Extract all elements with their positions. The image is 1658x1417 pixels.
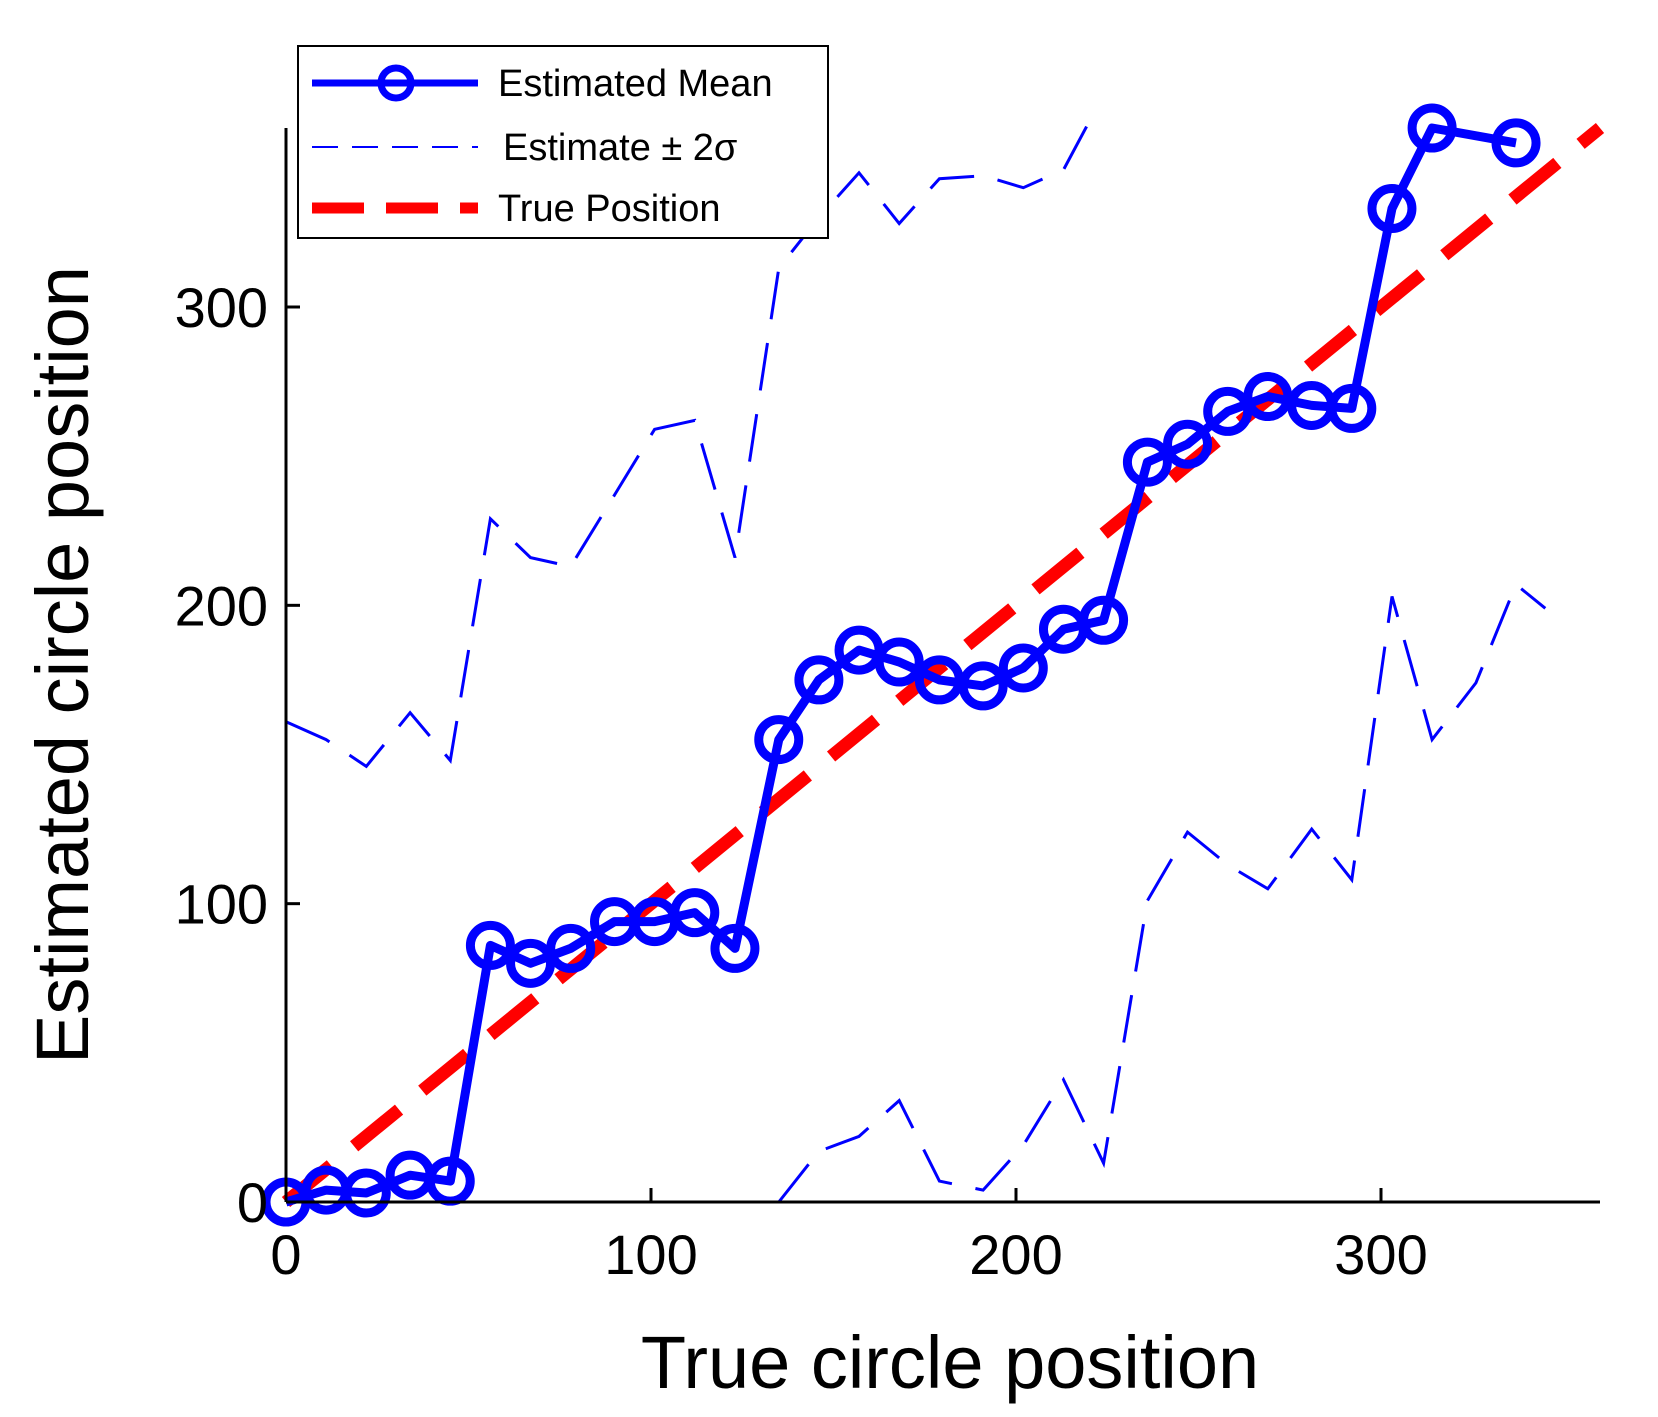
estimated-mean-point bbox=[914, 655, 964, 705]
x-tick-label: 200 bbox=[969, 1223, 1062, 1286]
estimated-mean-point bbox=[341, 1168, 391, 1218]
estimated-mean-point bbox=[874, 637, 924, 687]
true-position-line bbox=[281, 122, 1605, 1208]
y-tick-label: 0 bbox=[237, 1171, 268, 1234]
estimated-mean-point bbox=[958, 661, 1008, 711]
y-axis-title: Estimated circle position bbox=[21, 266, 104, 1064]
estimated-mean-point bbox=[670, 888, 720, 938]
estimated-mean-point bbox=[1367, 184, 1417, 234]
y-tick-label: 300 bbox=[175, 276, 268, 339]
estimated-mean-point bbox=[1079, 595, 1129, 645]
x-tick-label: 300 bbox=[1334, 1223, 1427, 1286]
legend-label-true-position: True Position bbox=[498, 188, 720, 230]
legend: Estimated Mean Estimate ± 2σ True Positi… bbox=[297, 45, 829, 239]
ticks-layer: 0 100 200 300 0 100 200 300 bbox=[175, 276, 1428, 1286]
estimated-mean-point bbox=[794, 655, 844, 705]
estimated-mean-point bbox=[546, 923, 596, 973]
legend-label-estimate-band: Estimate ± 2σ bbox=[503, 127, 737, 169]
estimated-mean-layer bbox=[261, 103, 1541, 1227]
estimated-mean-point bbox=[465, 920, 515, 970]
x-axis-title: True circle position bbox=[641, 1321, 1259, 1404]
estimated-mean-point bbox=[1491, 118, 1541, 168]
confidence-band-layer bbox=[285, 121, 1547, 1203]
estimated-mean-point bbox=[1122, 437, 1172, 487]
estimated-mean-point bbox=[1203, 386, 1253, 436]
x-tick-label: 100 bbox=[604, 1223, 697, 1286]
estimated-mean-point bbox=[1407, 103, 1457, 153]
legend-marker-estimated-mean bbox=[377, 64, 415, 102]
estimated-mean-point bbox=[998, 643, 1048, 693]
estimated-mean-point bbox=[1243, 372, 1293, 421]
true-position-layer bbox=[281, 122, 1605, 1208]
estimated-mean-point bbox=[1327, 383, 1377, 433]
estimated-mean-point bbox=[1163, 419, 1213, 469]
y-tick-label: 200 bbox=[175, 574, 268, 637]
legend-label-estimated-mean: Estimated Mean bbox=[498, 63, 773, 105]
estimated-mean-line bbox=[284, 123, 1517, 1207]
y-tick-label: 100 bbox=[175, 873, 268, 936]
lower-band-line bbox=[777, 582, 1547, 1203]
estimated-mean-point bbox=[754, 715, 804, 765]
estimated-mean-point bbox=[506, 938, 556, 988]
estimated-mean-point bbox=[710, 923, 760, 973]
upper-band-line bbox=[285, 121, 1091, 769]
x-tick-label: 0 bbox=[270, 1223, 301, 1286]
